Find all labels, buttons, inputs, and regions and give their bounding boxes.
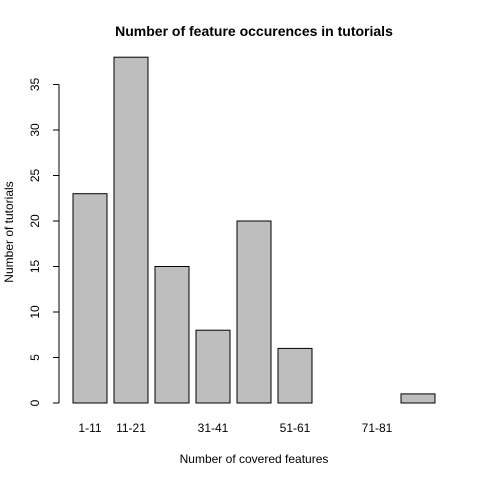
x-axis-label: Number of covered features (180, 452, 329, 466)
y-tick-label: 0 (28, 399, 42, 406)
y-tick-label: 25 (28, 169, 42, 183)
chart-title: Number of feature occurences in tutorial… (115, 23, 393, 39)
y-tick-label: 10 (28, 305, 42, 319)
x-tick-label: 51-61 (280, 421, 311, 435)
x-tick-label: 1-11 (78, 421, 101, 435)
y-axis-label: Number of tutorials (2, 181, 16, 282)
bar-41-51 (236, 220, 272, 404)
bar-31-41 (195, 329, 231, 404)
y-tick-label: 5 (28, 354, 42, 361)
y-tick-label: 20 (28, 214, 42, 228)
y-tick-label: 30 (28, 123, 42, 137)
bar-21-31 (154, 266, 190, 404)
y-tick-label: 35 (28, 78, 42, 92)
bar-11-21 (113, 56, 149, 404)
x-tick-label: 11-21 (116, 421, 146, 435)
y-axis: 0 5 10 15 20 25 30 35 (28, 78, 60, 406)
x-tick-label: 71-81 (362, 421, 393, 435)
bar-51-61 (277, 347, 313, 404)
bar-1-11 (72, 193, 108, 404)
x-tick-label: 31-41 (198, 421, 229, 435)
bars (72, 56, 436, 404)
bar-81-91 (400, 393, 436, 404)
y-tick-label: 15 (28, 260, 42, 274)
x-tick-labels: 1-11 11-21 31-41 51-61 71-81 (78, 421, 392, 435)
